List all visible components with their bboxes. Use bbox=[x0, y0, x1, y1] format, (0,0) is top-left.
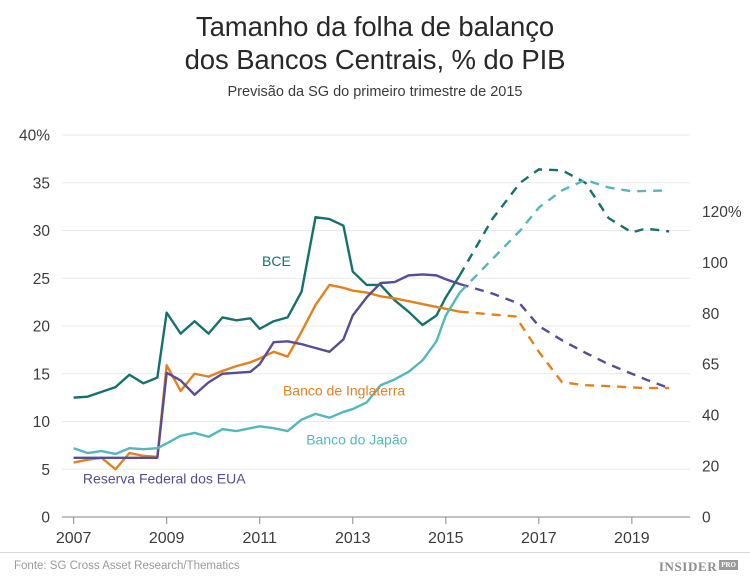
insider-pro-logo: INSIDER PRO bbox=[659, 559, 738, 575]
left-axis-tick-label: 5 bbox=[41, 462, 50, 479]
x-axis: 2007 2009 2011 2013 2015 2017 2019 bbox=[56, 516, 690, 547]
right-axis-tick-label: 80 bbox=[702, 306, 720, 323]
left-axis-tick-label: 30 bbox=[33, 223, 51, 240]
right-axis-labels: 0 20 40 65 80 100 120% bbox=[702, 204, 742, 527]
series-label-fed: Reserva Federal dos EUA bbox=[83, 471, 246, 487]
x-axis-tick-label: 2009 bbox=[149, 530, 185, 547]
series-line-boj bbox=[73, 291, 461, 456]
left-axis-tick-label: 40% bbox=[19, 128, 50, 145]
left-axis-tick-label: 35 bbox=[33, 175, 50, 192]
left-axis-tick-label: 20 bbox=[33, 319, 51, 336]
series-line-bce bbox=[73, 215, 461, 399]
right-axis-tick-label: 120% bbox=[702, 204, 742, 221]
right-axis-tick-label: 40 bbox=[702, 408, 720, 425]
series-lines bbox=[73, 168, 670, 471]
x-axis-tick-label: 2017 bbox=[521, 530, 557, 547]
left-axis-tick-label: 10 bbox=[33, 414, 51, 431]
left-axis-tick-label: 0 bbox=[41, 510, 50, 527]
series-label-boj: Banco do Japão bbox=[306, 431, 407, 447]
series-forecast-boe bbox=[459, 310, 670, 390]
logo-pro-badge: PRO bbox=[719, 560, 738, 570]
right-axis-tick-label: 20 bbox=[702, 459, 720, 476]
left-axis-labels: 0 5 10 15 20 25 30 35 40% bbox=[19, 128, 50, 527]
x-axis-tick-label: 2013 bbox=[335, 530, 371, 547]
left-axis-tick-label: 15 bbox=[33, 366, 50, 383]
gridlines bbox=[62, 134, 690, 470]
series-line-fed bbox=[73, 273, 461, 459]
series-label-boe: Banco de Inglaterra bbox=[283, 383, 405, 399]
x-axis-tick-label: 2015 bbox=[428, 530, 464, 547]
page-title-line-2: dos Bancos Centrais, % do PIB bbox=[184, 44, 566, 75]
chart-subtitle: Previsão da SG do primeiro trimestre de … bbox=[227, 84, 523, 100]
logo-wordmark: INSIDER bbox=[658, 559, 718, 574]
page-title-line-1: Tamanho da folha de balanço bbox=[195, 11, 555, 42]
left-axis-tick-label: 25 bbox=[33, 271, 50, 288]
series-inline-labels: BCE Banco de Inglaterra Reserva Federal do… bbox=[83, 253, 408, 487]
x-axis-tick-label: 2007 bbox=[56, 530, 92, 547]
series-forecast-boj bbox=[458, 178, 670, 294]
series-forecast-bce bbox=[458, 168, 670, 276]
right-axis-tick-label: 0 bbox=[702, 510, 711, 527]
series-forecast-fed bbox=[459, 282, 670, 390]
chart-footer: Fonte: SG Cross Asset Research/Thematics… bbox=[0, 552, 750, 583]
series-label-bce: BCE bbox=[262, 253, 291, 269]
chart-header: Tamanho da folha de balanço dos Bancos C… bbox=[0, 10, 750, 100]
x-axis-tick-label: 2011 bbox=[243, 530, 278, 547]
source-note: Fonte: SG Cross Asset Research/Thematics bbox=[14, 560, 240, 572]
x-axis-tick-label: 2019 bbox=[614, 530, 650, 547]
right-axis-tick-label: 65 bbox=[702, 357, 719, 374]
right-axis-tick-label: 100 bbox=[702, 255, 728, 272]
